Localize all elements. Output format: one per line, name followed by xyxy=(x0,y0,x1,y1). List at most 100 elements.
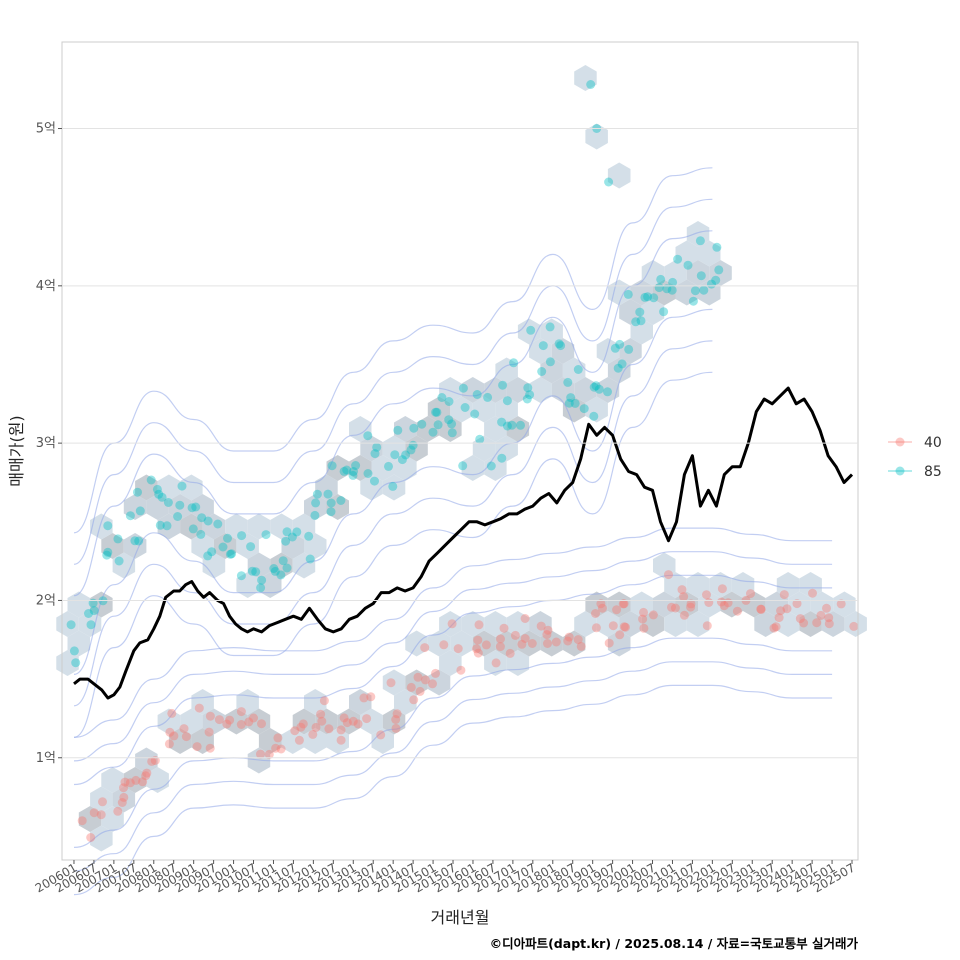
hexbin-cell xyxy=(698,591,721,618)
scatter-point-85 xyxy=(594,384,604,394)
scatter-point-85 xyxy=(270,566,280,576)
scatter-point-40 xyxy=(339,713,349,723)
scatter-point-85 xyxy=(155,520,165,530)
scatter-point-40 xyxy=(639,623,649,633)
scatter-point-85 xyxy=(409,423,419,433)
hexbin-cell xyxy=(653,552,676,579)
scatter-point-85 xyxy=(458,461,468,471)
hexbin-cell xyxy=(675,591,698,618)
scatter-point-85 xyxy=(437,393,447,402)
hexbin-cell xyxy=(754,611,777,637)
scatter-point-85 xyxy=(287,532,297,542)
scatter-point-85 xyxy=(406,445,416,455)
hexbin-cell xyxy=(292,708,316,735)
scatter-point-85 xyxy=(103,521,113,531)
scatter-point-40 xyxy=(392,709,402,719)
hexbin-cell xyxy=(630,591,653,618)
scatter-point-40 xyxy=(679,610,689,620)
hexbin-cell xyxy=(101,767,124,793)
scatter-point-85 xyxy=(84,609,93,618)
hexbin-cell xyxy=(202,513,226,540)
scatter-point-40 xyxy=(415,686,425,696)
scatter-point-85 xyxy=(102,550,112,560)
scatter-point-40 xyxy=(536,621,546,631)
scatter-point-85 xyxy=(428,427,438,437)
scatter-point-85 xyxy=(134,536,144,546)
hexbin-cell xyxy=(686,572,710,598)
scatter-point-85 xyxy=(516,420,525,430)
scatter-point-40 xyxy=(420,643,430,653)
scatter-point-40 xyxy=(543,625,553,635)
hexbin-cell xyxy=(653,591,676,618)
hexbin-cell xyxy=(585,591,608,618)
hexbin-cell xyxy=(574,377,597,403)
hexbin-cell xyxy=(225,513,248,540)
hexbin-cell xyxy=(506,377,530,403)
scatter-point-85 xyxy=(326,498,336,508)
hexbin-cell xyxy=(619,611,642,637)
scatter-point-85 xyxy=(278,556,288,566)
scatter-point-85 xyxy=(256,583,266,593)
scatter-point-85 xyxy=(69,646,79,656)
hexbin-cell xyxy=(405,435,428,462)
hexbin-cell xyxy=(585,396,608,423)
hexbin-cell xyxy=(157,474,181,501)
scatter-point-40 xyxy=(244,717,254,727)
hexbin-cell xyxy=(562,357,586,384)
scatter-point-85 xyxy=(257,575,267,585)
hexbin-cell xyxy=(607,630,631,657)
hexbin-cell xyxy=(641,611,665,637)
scatter-point-40 xyxy=(386,678,396,688)
scatter-point-85 xyxy=(363,431,373,441)
scatter-point-85 xyxy=(203,551,213,561)
scatter-point-40 xyxy=(147,756,157,766)
scatter-point-40 xyxy=(769,623,779,633)
hexbin-cell xyxy=(517,630,541,657)
scatter-point-85 xyxy=(370,449,380,459)
scatter-point-40 xyxy=(376,730,386,740)
scatter-point-85 xyxy=(187,503,197,513)
scatter-point-85 xyxy=(311,498,321,508)
scatter-point-40 xyxy=(181,732,191,742)
scatter-point-85 xyxy=(502,396,512,406)
hexbin-cell xyxy=(258,572,282,598)
scatter-point-85 xyxy=(323,489,333,499)
scatter-point-40 xyxy=(639,607,648,617)
hexbin-cell xyxy=(304,689,327,715)
hexbin-cell xyxy=(405,630,428,657)
scatter-point-40 xyxy=(473,648,483,658)
scatter-point-40 xyxy=(192,742,202,752)
scatter-point-85 xyxy=(566,393,576,403)
scatter-point-85 xyxy=(227,549,237,559)
scatter-point-85 xyxy=(573,365,583,374)
scatter-point-85 xyxy=(304,531,314,541)
hexbin-cell xyxy=(337,708,361,735)
hexbin-cell xyxy=(540,318,563,345)
hexbin-cell xyxy=(382,435,406,462)
scatter-point-85 xyxy=(447,428,457,438)
scatter-point-40 xyxy=(319,696,329,706)
scatter-point-85 xyxy=(690,286,700,296)
scatter-point-85 xyxy=(163,498,173,507)
scatter-point-40 xyxy=(359,693,369,703)
scatter-point-85 xyxy=(696,271,706,281)
hexbin-cell xyxy=(596,377,620,403)
scatter-point-40 xyxy=(294,735,304,745)
scatter-point-40 xyxy=(131,775,141,785)
scatter-point-40 xyxy=(167,708,177,718)
scatter-point-85 xyxy=(444,415,454,425)
hexbin-cell xyxy=(439,650,462,676)
scatter-point-85 xyxy=(525,390,535,400)
hexbin-cell xyxy=(664,260,687,286)
hexbin-cell xyxy=(90,513,113,540)
hexbin-cell xyxy=(720,591,743,618)
scatter-point-40 xyxy=(822,603,831,613)
scatter-point-40 xyxy=(702,621,712,631)
scatter-point-40 xyxy=(336,725,346,735)
scatter-point-40 xyxy=(812,618,822,628)
scatter-point-layer xyxy=(66,80,859,842)
hexbin-cell xyxy=(191,494,214,520)
scatter-point-40 xyxy=(264,749,274,759)
hexbin-cell xyxy=(281,728,304,754)
scatter-point-85 xyxy=(603,387,612,397)
